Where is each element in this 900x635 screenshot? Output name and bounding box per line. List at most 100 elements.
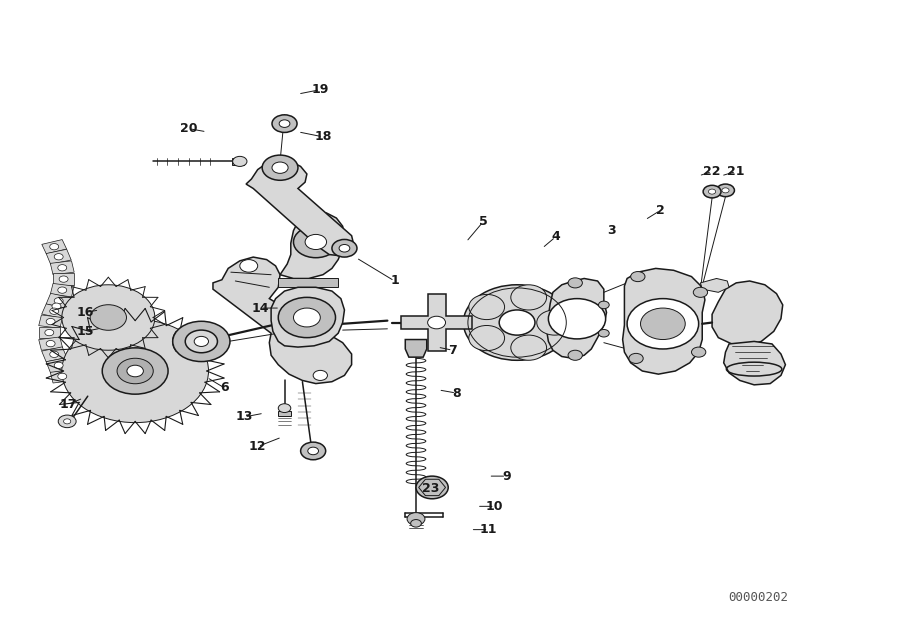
Circle shape — [64, 419, 71, 424]
Circle shape — [416, 476, 448, 498]
Circle shape — [54, 298, 63, 304]
Circle shape — [58, 265, 67, 271]
Text: 15: 15 — [76, 325, 94, 338]
Text: 5: 5 — [479, 215, 488, 229]
Circle shape — [46, 318, 55, 324]
Circle shape — [410, 519, 421, 527]
Polygon shape — [232, 157, 244, 165]
Polygon shape — [46, 250, 71, 264]
Text: 8: 8 — [452, 387, 461, 399]
Circle shape — [301, 442, 326, 460]
Circle shape — [598, 301, 609, 309]
Polygon shape — [271, 287, 345, 347]
Circle shape — [598, 330, 609, 337]
Circle shape — [173, 321, 230, 361]
Circle shape — [511, 335, 546, 360]
Circle shape — [50, 244, 58, 250]
Text: 20: 20 — [180, 122, 198, 135]
Circle shape — [464, 284, 571, 360]
Circle shape — [313, 370, 328, 380]
Circle shape — [262, 155, 298, 180]
Circle shape — [272, 115, 297, 133]
Circle shape — [127, 365, 143, 377]
Polygon shape — [546, 279, 607, 358]
Polygon shape — [623, 269, 705, 374]
Circle shape — [511, 285, 546, 310]
Circle shape — [239, 260, 257, 272]
Polygon shape — [41, 347, 67, 362]
Circle shape — [339, 244, 350, 252]
Circle shape — [90, 305, 127, 330]
Circle shape — [305, 234, 327, 250]
Circle shape — [536, 310, 572, 335]
Text: 17: 17 — [59, 398, 76, 411]
Polygon shape — [278, 279, 338, 287]
Circle shape — [278, 297, 336, 338]
Polygon shape — [50, 261, 74, 275]
Circle shape — [568, 351, 582, 360]
Text: 21: 21 — [727, 165, 745, 178]
Polygon shape — [39, 315, 62, 328]
Polygon shape — [700, 279, 729, 292]
Circle shape — [50, 351, 58, 358]
Text: 2: 2 — [656, 204, 664, 217]
Circle shape — [627, 298, 698, 349]
Polygon shape — [246, 160, 354, 256]
Circle shape — [194, 337, 209, 347]
Polygon shape — [50, 283, 74, 297]
Circle shape — [308, 447, 319, 455]
Circle shape — [185, 330, 218, 353]
Text: 3: 3 — [607, 224, 616, 237]
Polygon shape — [46, 293, 71, 309]
Polygon shape — [39, 327, 60, 338]
Polygon shape — [50, 370, 74, 383]
Polygon shape — [405, 340, 427, 357]
Circle shape — [52, 303, 61, 309]
Text: 11: 11 — [480, 523, 497, 536]
Circle shape — [693, 287, 707, 297]
Polygon shape — [418, 479, 446, 496]
Text: 1: 1 — [391, 274, 399, 288]
Circle shape — [629, 354, 643, 363]
Text: 6: 6 — [220, 382, 229, 394]
Circle shape — [232, 156, 247, 166]
Circle shape — [45, 330, 54, 336]
Text: 9: 9 — [502, 470, 510, 483]
Polygon shape — [41, 239, 67, 254]
Circle shape — [332, 239, 357, 257]
Circle shape — [278, 404, 291, 413]
Circle shape — [703, 185, 721, 198]
Circle shape — [631, 272, 645, 281]
Circle shape — [59, 276, 68, 282]
Circle shape — [117, 358, 153, 384]
Text: 12: 12 — [249, 440, 266, 453]
Circle shape — [58, 373, 67, 380]
Circle shape — [548, 298, 606, 339]
Circle shape — [62, 284, 155, 351]
Circle shape — [641, 308, 685, 340]
Text: 18: 18 — [314, 130, 332, 144]
Circle shape — [62, 319, 209, 423]
Text: 4: 4 — [551, 231, 560, 243]
Polygon shape — [39, 337, 62, 351]
Polygon shape — [53, 274, 75, 284]
Circle shape — [54, 362, 63, 368]
Circle shape — [469, 326, 505, 351]
Circle shape — [691, 347, 706, 357]
Circle shape — [407, 512, 425, 525]
Polygon shape — [278, 411, 291, 417]
Circle shape — [103, 348, 168, 394]
Text: 00000202: 00000202 — [729, 591, 788, 604]
Polygon shape — [724, 342, 786, 385]
Polygon shape — [41, 304, 67, 319]
Circle shape — [50, 308, 58, 314]
Text: 16: 16 — [76, 306, 94, 319]
Text: 10: 10 — [486, 500, 503, 513]
Circle shape — [58, 287, 67, 293]
Polygon shape — [400, 294, 472, 351]
Circle shape — [469, 295, 505, 319]
Polygon shape — [46, 358, 71, 373]
Text: 13: 13 — [236, 410, 253, 424]
Circle shape — [293, 226, 338, 258]
Text: 22: 22 — [703, 165, 721, 178]
